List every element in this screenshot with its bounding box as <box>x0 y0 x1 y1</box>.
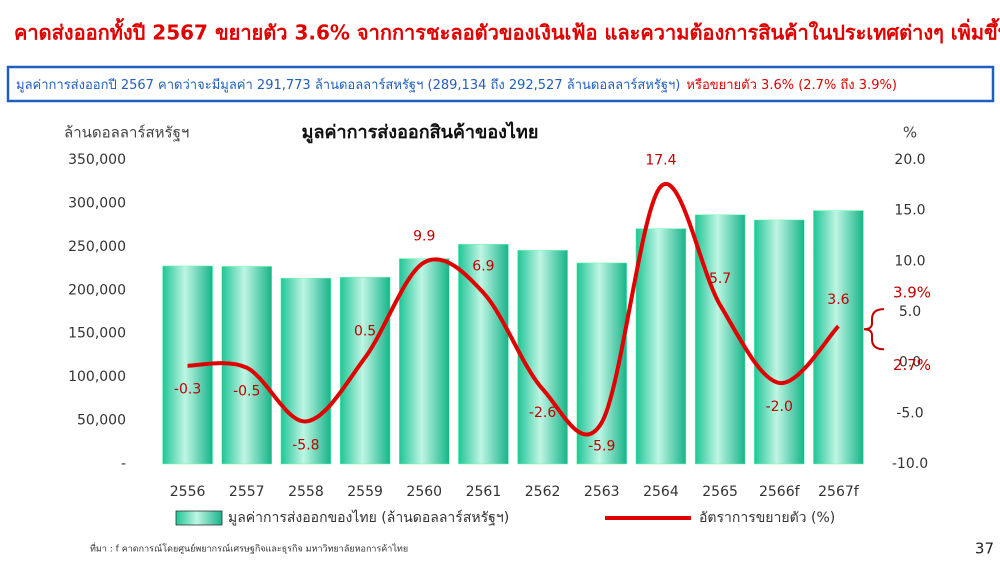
y-tick-label: 100,000 <box>68 369 126 385</box>
x-tick-label: 2567f <box>818 484 860 500</box>
x-tick-label: 2556 <box>170 484 206 500</box>
y-tick-label: - <box>121 456 126 472</box>
data-label: 9.9 <box>413 228 435 244</box>
y2-axis-title: % <box>903 124 917 142</box>
bar <box>339 277 391 465</box>
y2-tick-label: 20.0 <box>894 152 925 168</box>
x-tick-label: 2563 <box>584 484 620 500</box>
data-label: -2.6 <box>529 405 556 421</box>
annotation: 3.9% <box>893 284 931 302</box>
x-tick-label: 2559 <box>347 484 383 500</box>
bar <box>635 228 687 465</box>
y-tick-label: 250,000 <box>68 239 126 255</box>
x-tick-label: 2557 <box>229 484 265 500</box>
bar <box>458 244 509 465</box>
bar <box>754 219 805 465</box>
legend-label: มูลค่าการส่งออกของไทย (ล้านดอลลาร์สหรัฐฯ… <box>228 509 509 526</box>
annotation: 2.7% <box>893 356 931 374</box>
chart-title: มูลค่าการส่งออกสินค้าของไทย <box>302 121 539 144</box>
page-number: 37 <box>975 540 994 558</box>
data-label: 17.4 <box>645 152 676 168</box>
summary: มูลค่าการส่งออกปี 2567 คาดว่าจะมีมูลค่า … <box>16 77 680 93</box>
bar <box>399 258 450 465</box>
x-tick-label: 2562 <box>525 484 561 500</box>
x-tick-label: 2566f <box>759 484 801 500</box>
bar <box>280 277 332 465</box>
y2-tick-label: 15.0 <box>894 203 925 219</box>
bar <box>517 250 568 465</box>
x-tick-label: 2565 <box>702 484 738 500</box>
bar <box>694 214 746 465</box>
y-tick-label: 300,000 <box>68 195 126 211</box>
data-label: -2.0 <box>766 399 793 415</box>
data-label: 0.5 <box>354 324 376 340</box>
data-label: -0.3 <box>174 382 201 398</box>
y-tick-label: 200,000 <box>68 282 126 298</box>
legend-label: อัตราการขยายตัว (%) <box>699 510 835 526</box>
y-tick-label: 150,000 <box>68 326 126 342</box>
y-tick-label: 50,000 <box>77 413 126 429</box>
x-tick-label: 2560 <box>406 484 442 500</box>
x-tick-label: 2561 <box>466 484 502 500</box>
y2-tick-label: -5.0 <box>896 405 923 421</box>
data-label: -5.8 <box>292 437 319 453</box>
x-tick-label: 2558 <box>288 484 324 500</box>
summary-growth: หรือขยายตัว 3.6% (2.7% ถึง 3.9%) <box>686 77 897 93</box>
source: ที่มา : f คาดการณ์โดยศูนย์พยากรณ์เศรษฐกิ… <box>90 542 408 555</box>
y2-tick-label: 10.0 <box>894 253 925 269</box>
bracket <box>863 308 885 351</box>
data-label: 5.7 <box>709 271 731 287</box>
x-tick-label: 2564 <box>643 484 679 500</box>
data-label: 3.6 <box>827 292 849 308</box>
y-axis-title: ล้านดอลลาร์สหรัฐฯ <box>64 124 189 142</box>
y2-tick-label: -10.0 <box>892 456 928 472</box>
y2-tick-label: 0.0 <box>899 355 921 371</box>
headline: คาดส่งออกทั้งปี 2567 ขยายตัว 3.6% จากการ… <box>14 18 1000 45</box>
data-label: -5.9 <box>588 438 615 454</box>
summary-text: มูลค่าการส่งออกปี 2567 คาดว่าจะมีมูลค่า … <box>16 77 897 93</box>
y-tick-label: 350,000 <box>68 152 126 168</box>
data-label: 6.9 <box>472 259 494 275</box>
bar <box>813 210 864 465</box>
data-label: -0.5 <box>233 384 260 400</box>
line <box>187 181 840 437</box>
summary-box <box>6 65 995 103</box>
y2-tick-label: 5.0 <box>899 304 921 320</box>
legend-swatch <box>175 510 223 526</box>
